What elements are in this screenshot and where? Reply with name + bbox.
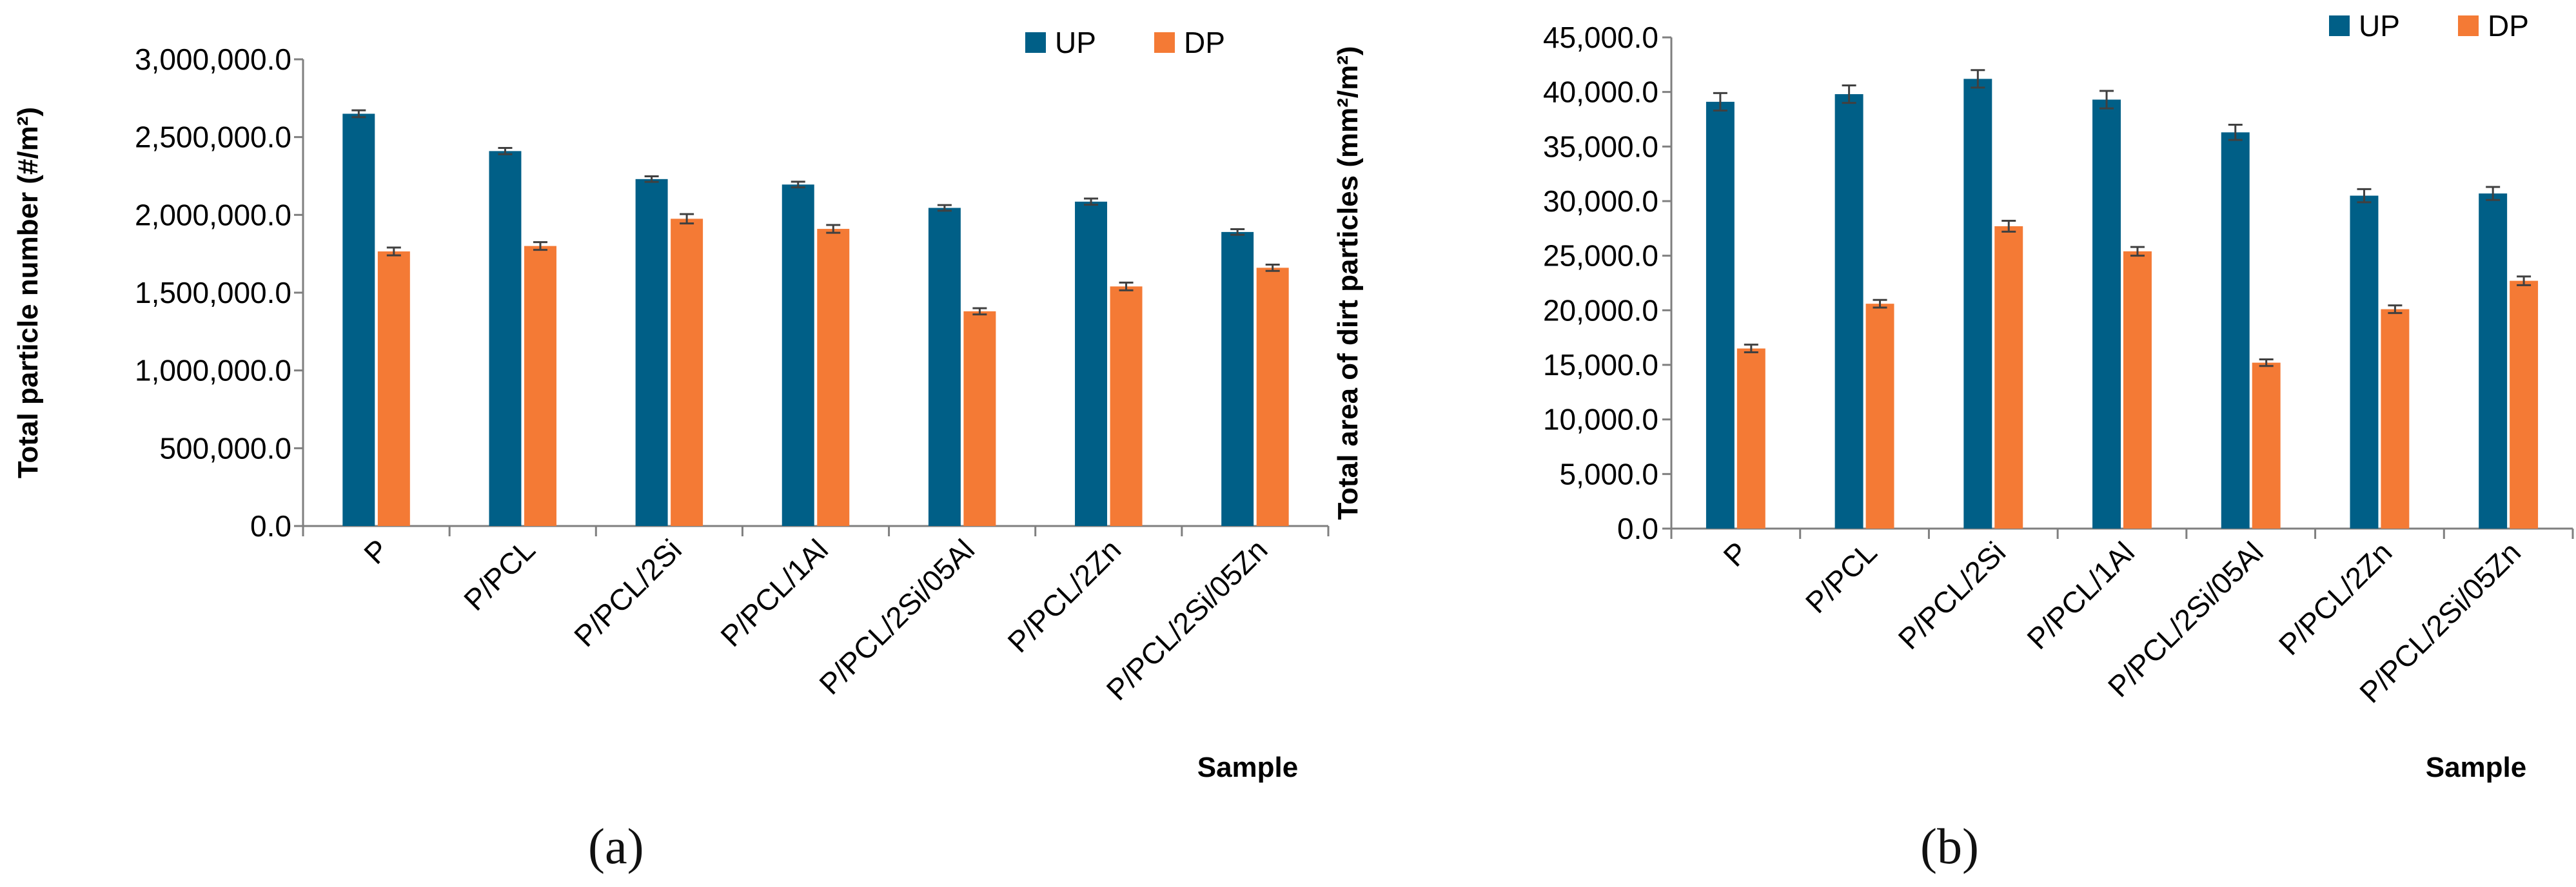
panel-b-legend-swatch-up	[2329, 15, 2350, 36]
panel-b-bar-dp	[1994, 226, 2023, 529]
panel-a-y-tick-label: 2,000,000.0	[135, 198, 291, 231]
panel-b-bar-up	[1834, 94, 1863, 529]
panel-a-x-axis-title: Sample	[1197, 752, 1299, 783]
panel-a-x-tick-label: P	[357, 532, 395, 570]
panel-a-y-tick-label: 0.0	[250, 509, 291, 543]
panel-a-bar-up	[1075, 201, 1108, 526]
panel-b-legend-label-up: UP	[2359, 9, 2400, 43]
panel-b-bar-dp	[2123, 251, 2152, 529]
panel-b-x-tick-label: P/PCL	[1799, 535, 1883, 619]
panel-a-bar-dp	[1110, 286, 1143, 526]
panel-a-x-tick-label: P/PCL/2Si	[567, 532, 688, 653]
panel-b-legend-swatch-dp	[2458, 15, 2479, 36]
panel-a-legend-swatch-up	[1025, 32, 1046, 53]
panel-a-x-tick-label: P/PCL	[457, 532, 542, 617]
panel-b-x-axis-title: Sample	[2426, 752, 2527, 783]
panel-a-y-tick-label: 500,000.0	[159, 431, 291, 465]
panel-a-legend-swatch-dp	[1154, 32, 1175, 53]
panel-a-bar-dp	[671, 219, 703, 526]
panel-label-b: (b)	[1920, 818, 1979, 874]
panel-b-y-tick-label: 5,000.0	[1560, 457, 1658, 491]
panel-a-bar-dp	[1256, 268, 1289, 526]
panel-a-x-tick-label: P/PCL/2Si/05Al	[812, 532, 981, 701]
panel-a-bar-dp	[524, 246, 556, 526]
panel-b-bar-up	[2221, 132, 2250, 529]
panel-b-x-tick-label: P	[1716, 535, 1754, 572]
panel-b-bar-up	[2092, 99, 2121, 529]
panel-b-y-tick-label: 0.0	[1617, 512, 1658, 545]
panel-a-bar-up	[928, 208, 961, 526]
panel-a-y-axis-title: Total particle number (#/m²)	[12, 107, 44, 478]
panel-b-y-tick-label: 30,000.0	[1543, 184, 1658, 218]
panel-a-legend-label-dp: DP	[1184, 26, 1225, 59]
panel-a-bar-up	[489, 151, 522, 527]
panel-a-x-tick-label: P/PCL/2Zn	[1001, 532, 1127, 659]
panel-a-bar-dp	[377, 251, 410, 526]
panel-b-y-axis-title: Total area of dirt particles (mm²/m²)	[1332, 46, 1364, 520]
panel-b-y-tick-label: 45,000.0	[1543, 21, 1658, 54]
panel-b-bar-up	[1963, 79, 1992, 529]
panel-b-y-tick-label: 40,000.0	[1543, 75, 1658, 109]
panel-a-bar-up	[635, 179, 668, 526]
panel-label-a: (a)	[588, 818, 644, 874]
panel-b-y-tick-label: 20,000.0	[1543, 293, 1658, 327]
panel-a-y-tick-label: 3,000,000.0	[135, 43, 291, 76]
panel-b-y-tick-label: 25,000.0	[1543, 239, 1658, 273]
panel-b-bar-up	[2350, 195, 2379, 529]
panel-a-x-tick-label: P/PCL/1Al	[714, 532, 834, 653]
panel-a-bar-up	[782, 184, 814, 527]
panel-b-bar-up	[1706, 101, 1735, 529]
panel-b-bar-dp	[2381, 309, 2410, 529]
panel-a-y-tick-label: 1,500,000.0	[135, 276, 291, 309]
panel-a-y-tick-label: 1,000,000.0	[135, 354, 291, 387]
panel-b-legend-label-dp: DP	[2488, 9, 2529, 43]
panel-a-bar-up	[1221, 231, 1254, 526]
panel-b-y-tick-label: 15,000.0	[1543, 348, 1658, 382]
panel-a-x-tick-label: P/PCL/2Si/05Zn	[1099, 532, 1273, 707]
panel-b-bar-dp	[1736, 348, 1765, 529]
panel-b-y-tick-label: 35,000.0	[1543, 130, 1658, 163]
panel-a-bar-dp	[963, 311, 996, 526]
panel-a-bar-dp	[817, 229, 850, 526]
panel-a-legend-label-up: UP	[1055, 26, 1096, 59]
panel-b-bar-dp	[1865, 304, 1894, 529]
panel-a-bar-up	[342, 113, 375, 526]
panel-b-bar-dp	[2252, 362, 2281, 529]
panel-b-y-tick-label: 10,000.0	[1543, 403, 1658, 436]
panel-b-bar-up	[2479, 193, 2508, 529]
panel-a-y-tick-label: 2,500,000.0	[135, 121, 291, 154]
panel-b-x-tick-label: P/PCL/1Al	[2020, 535, 2141, 656]
panel-b-x-tick-label: P/PCL/2Si	[1892, 535, 2012, 656]
panel-b-x-tick-label: P/PCL/2Zn	[2272, 535, 2399, 661]
panel-b-bar-dp	[2510, 280, 2539, 529]
